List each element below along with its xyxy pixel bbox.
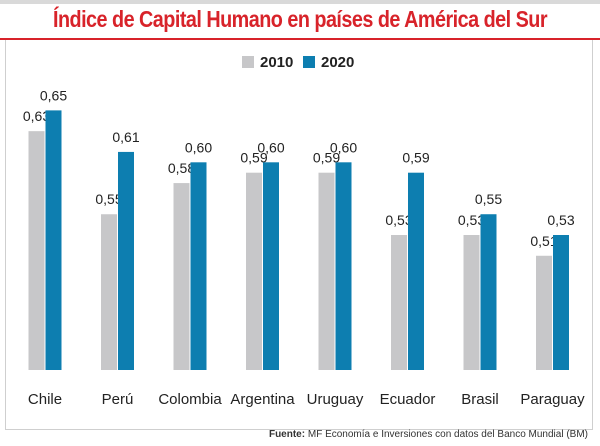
category-label-colombia: Colombia [158, 391, 222, 408]
bar-2010-chile [28, 131, 45, 370]
bar-2010-perú [101, 214, 117, 370]
category-label-paraguay: Paraguay [520, 391, 585, 408]
data-label-2020-paraguay: 0,53 [547, 212, 574, 228]
bar-2020-chile [45, 110, 62, 370]
legend-item-2010: 2010 [242, 52, 293, 72]
legend-label-2020: 2020 [321, 53, 355, 71]
category-label-brasil: Brasil [461, 391, 499, 408]
source-text: MF Economía e Inversiones con datos del … [307, 429, 588, 440]
bar-2020-brasil [480, 214, 497, 370]
data-label-2020-brasil: 0,55 [475, 191, 502, 207]
data-label-2020-argentina: 0,60 [257, 139, 284, 155]
data-label-2010-uruguay: 0,59 [313, 150, 340, 166]
category-label-ecuador: Ecuador [380, 391, 436, 408]
bar-2020-paraguay [553, 235, 569, 370]
data-label-2020-chile: 0,65 [40, 87, 67, 103]
legend-label-2010: 2010 [260, 53, 294, 71]
legend: 2010 2020 [0, 52, 600, 72]
top-rule [0, 0, 600, 4]
bar-2010-brasil [463, 235, 480, 370]
legend-swatch-2010 [242, 56, 254, 68]
data-label-2010-brasil: 0,53 [458, 212, 485, 228]
data-label-2020-uruguay: 0,60 [330, 139, 357, 155]
source-label: Fuente: [268, 429, 306, 440]
bar-2010-paraguay [536, 255, 552, 370]
bar-2010-argentina [246, 172, 262, 370]
legend-item-2020: 2020 [303, 52, 354, 72]
data-label-2010-argentina: 0,59 [240, 150, 267, 166]
bar-2020-perú [118, 151, 134, 370]
data-label-2010-ecuador: 0,53 [385, 212, 412, 228]
chart-frame [5, 40, 593, 430]
source-note: Fuente: MF Economía e Inversiones con da… [269, 429, 588, 440]
data-label-2010-chile: 0,63 [23, 108, 50, 124]
category-label-uruguay: Uruguay [307, 391, 364, 408]
data-label-2010-paraguay: 0,51 [530, 233, 557, 249]
data-label-2020-colombia: 0,60 [185, 139, 212, 155]
bar-2010-colombia [173, 183, 190, 370]
legend-swatch-2020 [303, 56, 315, 68]
category-label-perú: Perú [102, 391, 134, 408]
data-label-2020-ecuador: 0,59 [402, 150, 429, 166]
bar-2010-uruguay [318, 172, 335, 370]
title-underline [0, 38, 600, 40]
bar-2020-colombia [190, 162, 207, 370]
bar-2010-ecuador [391, 235, 407, 370]
data-label-2020-perú: 0,61 [112, 129, 139, 145]
data-label-2010-perú: 0,55 [95, 191, 122, 207]
category-label-chile: Chile [28, 391, 62, 408]
data-label-2010-colombia: 0,58 [168, 160, 195, 176]
chart-title: Índice de Capital Humano en países de Am… [52, 6, 548, 32]
bar-2020-argentina [263, 162, 279, 370]
category-label-argentina: Argentina [230, 391, 295, 408]
bar-2020-uruguay [335, 162, 352, 370]
bar-2020-ecuador [408, 172, 424, 370]
